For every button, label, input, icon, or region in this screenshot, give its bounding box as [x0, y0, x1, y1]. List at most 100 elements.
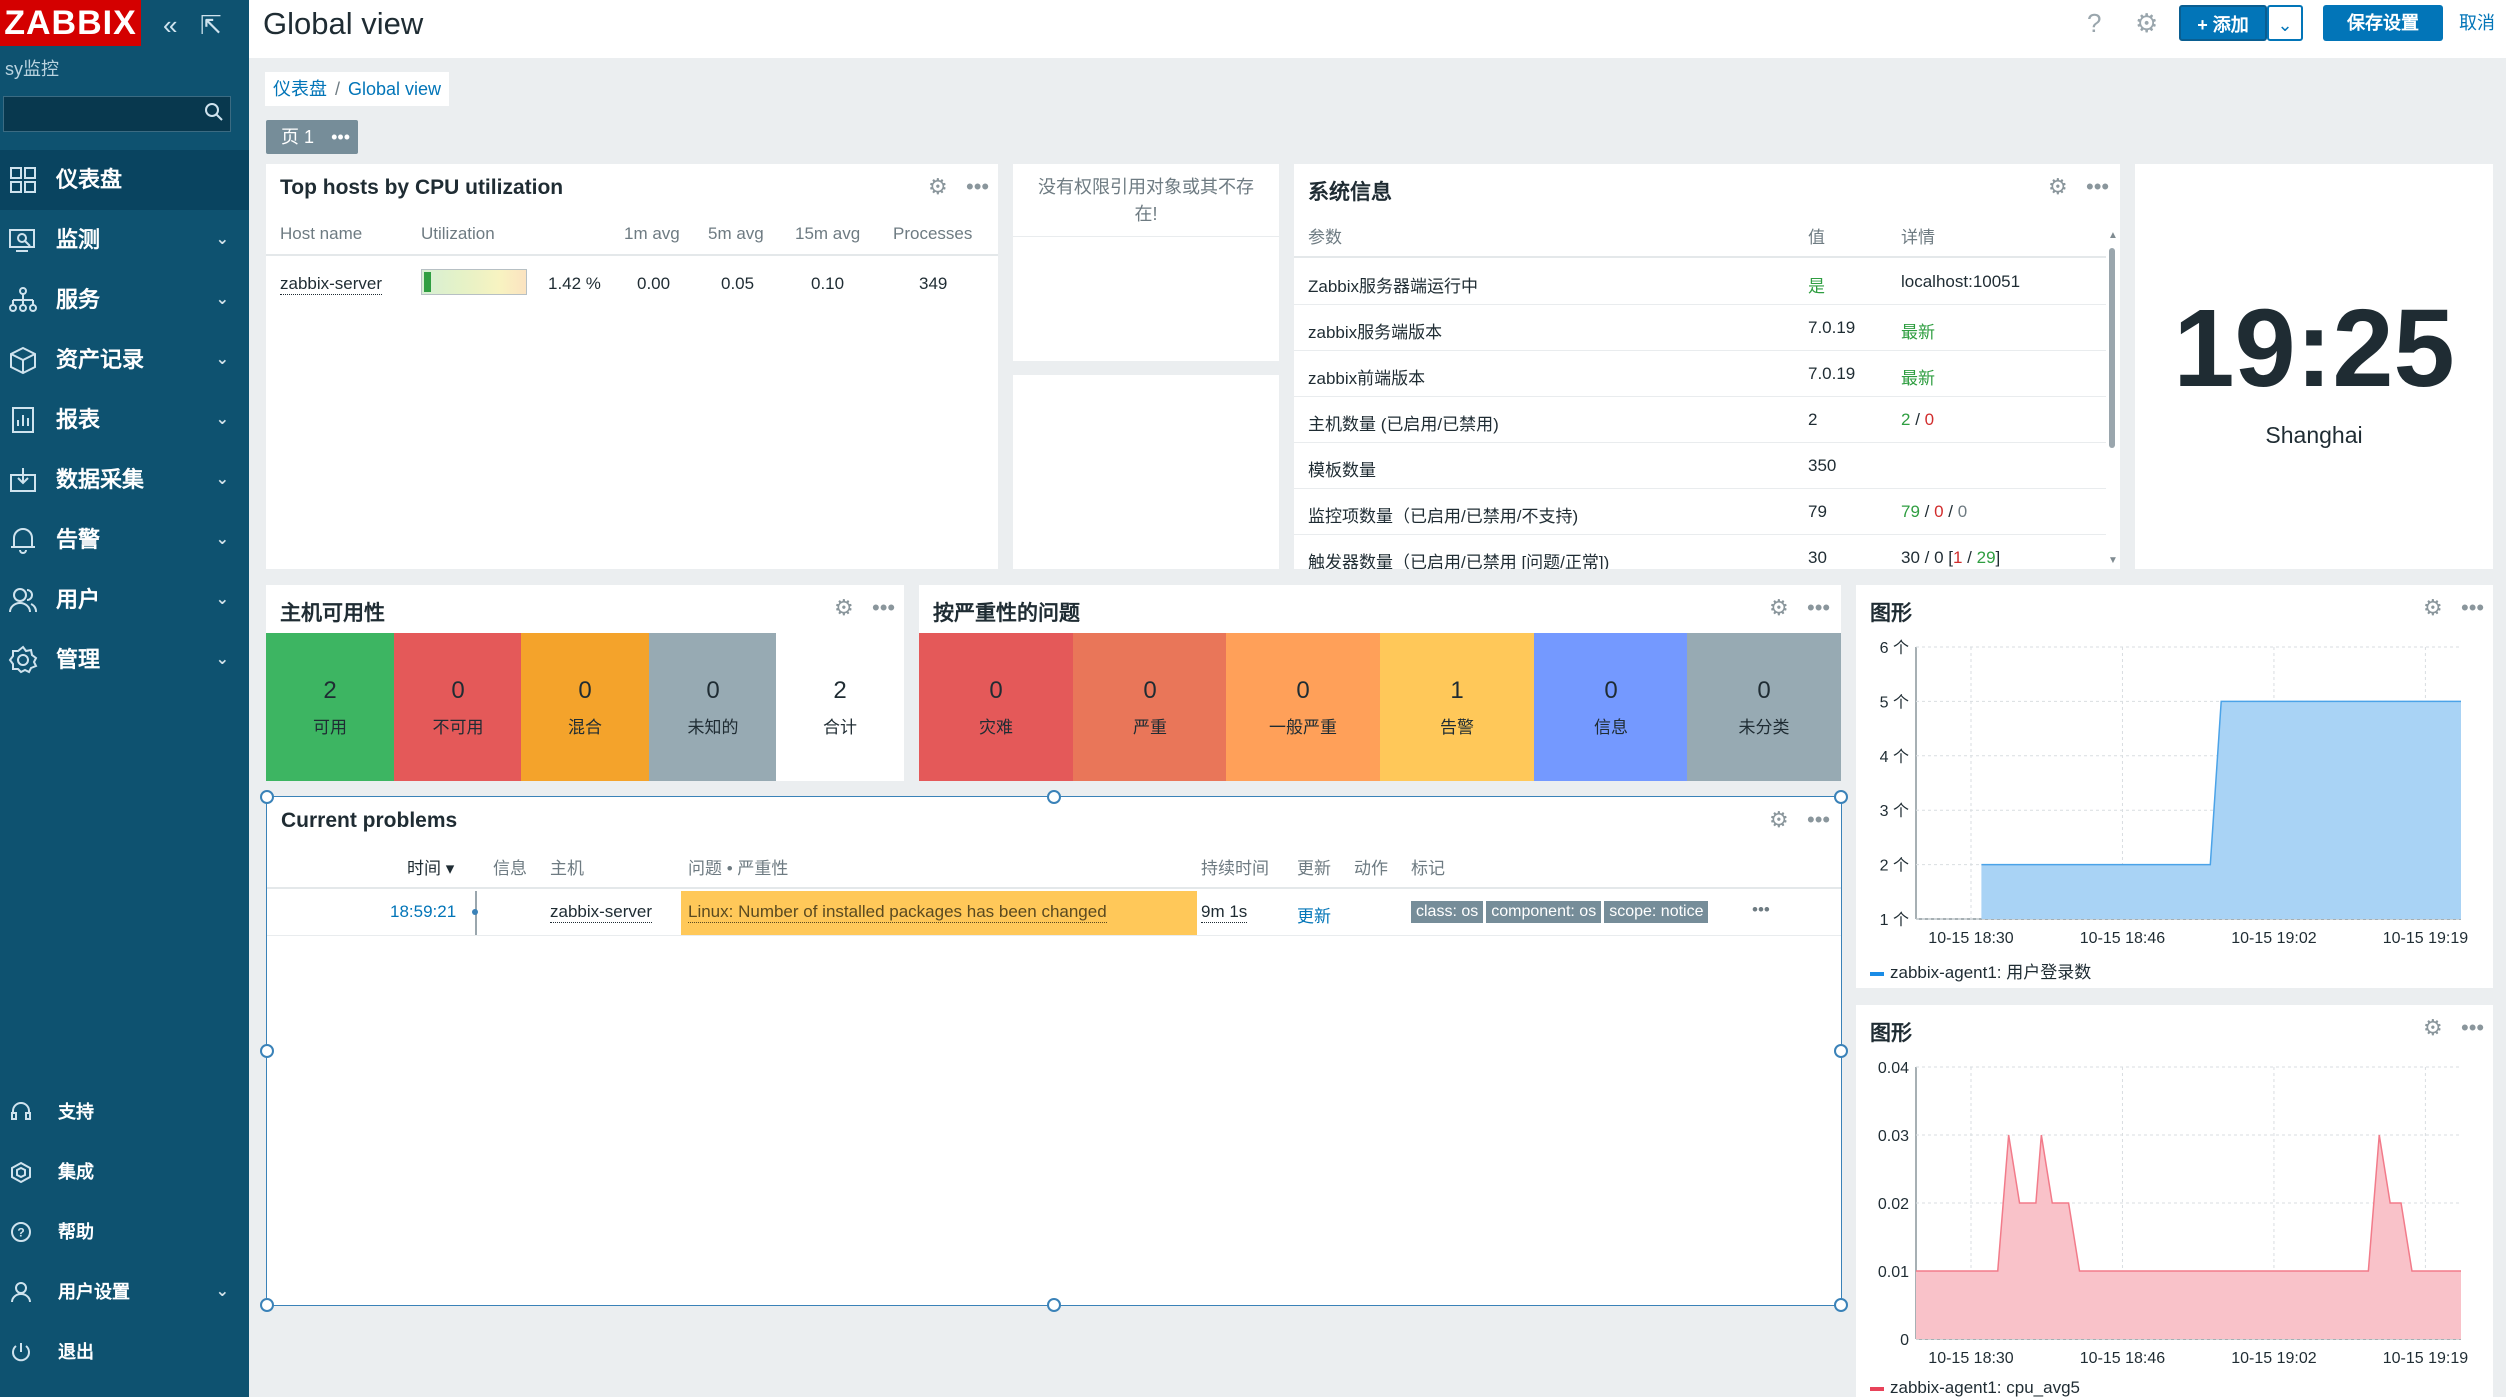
- gear-icon[interactable]: ⚙: [1769, 595, 1789, 620]
- zabbix-logo[interactable]: ZABBIX: [0, 0, 141, 46]
- breadcrumb-root[interactable]: 仪表盘: [273, 79, 327, 99]
- more-icon[interactable]: •••: [1807, 807, 1831, 832]
- status-tile[interactable]: 0 混合: [521, 633, 649, 781]
- gear-icon[interactable]: ⚙: [2048, 174, 2068, 199]
- dashboard-page-tab[interactable]: 页 1 •••: [266, 120, 358, 154]
- graph-chart[interactable]: 0 0.01 0.02 0.03 0.04 10-15 18:30 10-15 18:46 1…: [1856, 1005, 2493, 1397]
- sidebar-search-input[interactable]: [3, 96, 231, 132]
- status-tile[interactable]: 0 信息: [1534, 633, 1688, 781]
- resize-handle[interactable]: [1047, 790, 1061, 804]
- cancel-button[interactable]: 取消: [2459, 13, 2495, 33]
- series-area: [1916, 1135, 2461, 1339]
- collapse-sidebar-icon[interactable]: «: [163, 10, 178, 40]
- resize-handle[interactable]: [1834, 790, 1848, 804]
- nav-help[interactable]: ? 帮助: [0, 1202, 249, 1262]
- nav-inventory[interactable]: 资产记录 ⌄: [0, 330, 249, 390]
- more-icon[interactable]: •••: [2461, 1015, 2485, 1040]
- nav-label: 服务: [56, 287, 101, 312]
- status-tile[interactable]: 1 告警: [1380, 633, 1534, 781]
- scroll-up-icon[interactable]: ▲: [2108, 230, 2118, 241]
- status-tile[interactable]: 0 不可用: [394, 633, 522, 781]
- gear-icon[interactable]: ⚙: [1769, 807, 1789, 832]
- breadcrumb-current[interactable]: Global view: [348, 79, 442, 99]
- header-divider: [266, 254, 998, 256]
- more-icon[interactable]: •••: [2461, 595, 2485, 620]
- chevron-down-icon: ⌄: [215, 291, 229, 308]
- nav-administration[interactable]: 管理 ⌄: [0, 630, 249, 690]
- more-icon[interactable]: •••: [1807, 595, 1831, 620]
- help-icon[interactable]: ?: [2087, 8, 2102, 38]
- column-header-time[interactable]: 时间 ▾: [407, 859, 455, 878]
- nav-label: 支持: [58, 1102, 94, 1122]
- kiosk-mode-icon[interactable]: ⇱: [200, 10, 222, 40]
- processes-count: 349: [919, 274, 948, 293]
- scrollbar[interactable]: ▲ ▼: [2107, 230, 2118, 566]
- tag[interactable]: scope: notice: [1604, 901, 1709, 923]
- more-icon[interactable]: •••: [1752, 900, 1770, 919]
- widget-empty: [1013, 375, 1279, 569]
- more-icon[interactable]: •••: [331, 127, 350, 147]
- nav-monitoring[interactable]: 监测 ⌄: [0, 210, 249, 270]
- problem-duration[interactable]: 9m 1s: [1201, 902, 1248, 923]
- nav-data-collection[interactable]: 数据采集 ⌄: [0, 450, 249, 510]
- more-icon[interactable]: •••: [872, 595, 896, 620]
- param-value: 7.0.19: [1808, 318, 1856, 337]
- host-link[interactable]: zabbix-server: [280, 274, 383, 295]
- column-header: 问题 • 严重性: [688, 859, 789, 878]
- resize-handle[interactable]: [1834, 1044, 1848, 1058]
- utilization-bar-fill: [424, 272, 431, 292]
- more-icon[interactable]: •••: [2086, 174, 2110, 199]
- gear-icon[interactable]: ⚙: [834, 595, 854, 620]
- page-tab-label: 页 1: [281, 127, 315, 147]
- param-details: 30 / 0 [1 / 29]: [1901, 548, 2001, 567]
- nav-user-settings[interactable]: 用户设置 ⌄: [0, 1262, 249, 1322]
- row-divider: [267, 935, 1841, 936]
- host-link[interactable]: zabbix-server: [550, 902, 653, 923]
- nav-integrations[interactable]: 集成: [0, 1142, 249, 1202]
- status-tile[interactable]: 2 合计: [776, 633, 904, 781]
- problem-time[interactable]: 18:59:21: [390, 902, 457, 921]
- nav-services[interactable]: 服务 ⌄: [0, 270, 249, 330]
- widget-problems-by-severity: 按严重性的问题 ⚙ ••• 0 灾难 0 严重 0 一般严重 1 告警 0 信息 0 未分类: [919, 585, 1841, 781]
- nav-users[interactable]: 用户 ⌄: [0, 570, 249, 630]
- resize-handle[interactable]: [1834, 1298, 1848, 1312]
- save-changes-button[interactable]: 保存设置: [2323, 5, 2443, 41]
- column-header: 动作: [1354, 859, 1388, 878]
- resize-handle[interactable]: [260, 1044, 274, 1058]
- nav-reports[interactable]: 报表 ⌄: [0, 390, 249, 450]
- nav-support[interactable]: 支持: [0, 1082, 249, 1142]
- resize-handle[interactable]: [1047, 1298, 1061, 1312]
- search-icon[interactable]: [204, 102, 224, 122]
- dashboard-icon: [10, 167, 36, 193]
- status-tile[interactable]: 0 一般严重: [1226, 633, 1380, 781]
- add-widget-button[interactable]: + 添加: [2179, 5, 2267, 41]
- scroll-down-icon[interactable]: ▼: [2108, 555, 2118, 566]
- column-header: 主机: [550, 859, 584, 878]
- gear-icon[interactable]: ⚙: [2423, 595, 2443, 620]
- gear-icon[interactable]: ⚙: [2135, 8, 2159, 38]
- nav-alerts[interactable]: 告警 ⌄: [0, 510, 249, 570]
- scrollbar-thumb[interactable]: [2109, 248, 2115, 448]
- nav-sign-out[interactable]: 退出: [0, 1322, 249, 1382]
- tag[interactable]: class: os: [1411, 901, 1484, 923]
- tag[interactable]: component: os: [1486, 901, 1602, 923]
- y-tick-label: 6 个: [1880, 639, 1909, 657]
- status-tile[interactable]: 0 未分类: [1687, 633, 1841, 781]
- update-link[interactable]: 更新: [1297, 907, 1331, 926]
- problem-link[interactable]: Linux: Number of installed packages has …: [688, 902, 1107, 923]
- nav-label: 告警: [56, 527, 101, 552]
- data-collection-icon: [10, 468, 36, 492]
- timeline-dot: [472, 909, 478, 915]
- nav-dashboards[interactable]: 仪表盘: [0, 150, 249, 210]
- status-tile[interactable]: 0 未知的: [649, 633, 777, 781]
- gear-icon[interactable]: ⚙: [2423, 1015, 2443, 1040]
- gear-icon[interactable]: ⚙: [928, 174, 948, 199]
- status-tile[interactable]: 0 严重: [1073, 633, 1227, 781]
- graph-chart[interactable]: 1 个 2 个 3 个 4 个 5 个 6 个 10-15 18:30 10-15 18:46…: [1856, 585, 2493, 988]
- add-dropdown-button[interactable]: ⌄: [2267, 5, 2303, 41]
- resize-handle[interactable]: [260, 790, 274, 804]
- more-icon[interactable]: •••: [966, 174, 990, 199]
- status-tile[interactable]: 0 灾难: [919, 633, 1073, 781]
- status-tile[interactable]: 2 可用: [266, 633, 394, 781]
- resize-handle[interactable]: [260, 1298, 274, 1312]
